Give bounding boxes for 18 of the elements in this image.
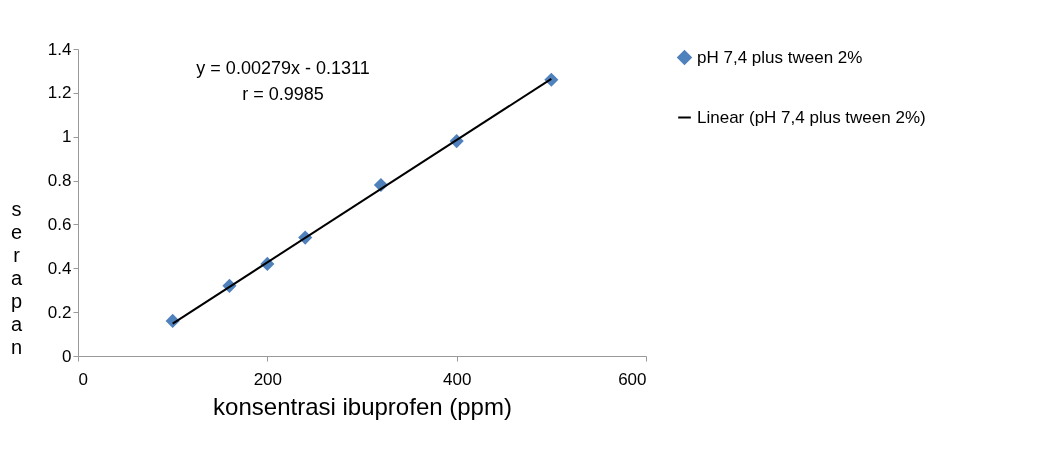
y-tick-label: 0.8 [47,171,72,191]
y-tick-label: 0.2 [47,302,72,322]
legend-label: Linear (pH 7,4 plus tween 2%) [697,107,926,127]
y-tick-label: 0 [62,346,72,366]
y-tick-label: 1 [62,127,72,147]
y-tick-label: 0.6 [47,214,72,234]
x-tick-label: 200 [253,369,283,389]
x-axis-title: konsentrasi ibuprofen (ppm) [213,392,512,420]
y-tick-label: 1.2 [47,83,72,103]
x-tick-label: 600 [618,369,647,389]
x-tick-label: 400 [442,369,472,389]
annotation: y = 0.00279x - 0.1311 [196,58,370,78]
y-tick-label: 0.4 [47,258,72,278]
annotation: r = 0.9985 [242,84,324,104]
x-tick-label: 0 [78,369,88,389]
legend-label: pH 7,4 plus tween 2% [697,47,863,67]
y-tick-label: 1.4 [47,39,72,59]
y-axis-title: serapan [10,197,23,358]
